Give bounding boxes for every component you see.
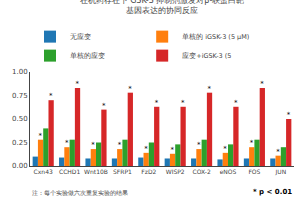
svg-text:*: *	[197, 141, 201, 149]
svg-text:COX-2: COX-2	[192, 168, 211, 175]
svg-text:*: *	[102, 102, 106, 110]
svg-text:*: *	[39, 132, 43, 140]
svg-text:*: *	[208, 85, 212, 93]
svg-text:*: *	[118, 141, 122, 149]
svg-text:SFRP1: SFRP1	[113, 168, 132, 175]
svg-text:1.00: 1.00	[12, 68, 28, 76]
svg-text:在机药存在下 GSK-3 抑制剂激发对β-联蛋白靶基因表达的: 在机药存在下 GSK-3 抑制剂激发对β-联蛋白靶基因表达的协同反应	[80, 0, 245, 15]
svg-text:*: *	[234, 99, 238, 107]
svg-text:Wnt10B: Wnt10B	[84, 168, 108, 175]
svg-text:*: *	[276, 148, 280, 156]
svg-text:CCHD1: CCHD1	[59, 168, 81, 175]
svg-text:单核的应变: 单核的应变	[70, 52, 105, 60]
svg-text:*: *	[49, 92, 53, 100]
svg-text:*: *	[155, 99, 159, 107]
svg-text:*: *	[128, 85, 132, 93]
svg-text:*: *	[144, 145, 148, 153]
svg-text:0.25: 0.25	[12, 139, 28, 147]
svg-text:*: *	[181, 99, 185, 107]
svg-text:eNOS: eNOS	[220, 168, 237, 175]
svg-text:JUN: JUN	[274, 168, 286, 176]
svg-text:*: *	[287, 111, 291, 119]
svg-text:0.75: 0.75	[12, 92, 28, 100]
svg-text:*: *	[91, 141, 95, 149]
svg-text:0.50: 0.50	[12, 115, 28, 123]
svg-text:FzD2: FzD2	[141, 168, 156, 175]
svg-text:*: *	[171, 146, 175, 154]
svg-text:Cxn43: Cxn43	[34, 168, 53, 175]
svg-text:*: *	[76, 80, 80, 88]
svg-text:无应变: 无应变	[70, 33, 91, 41]
svg-text:*: *	[250, 139, 254, 147]
svg-text:*: *	[260, 80, 264, 88]
svg-text:WISP2: WISP2	[166, 168, 185, 175]
svg-text:FOS: FOS	[248, 168, 260, 175]
svg-text:注：每个实验做六次重复实验的结果: 注：每个实验做六次重复实验的结果	[32, 189, 128, 196]
svg-text:* p < 0.01: * p < 0.01	[253, 188, 292, 196]
svg-text:0.00: 0.00	[12, 162, 28, 170]
svg-text:应变+iGSK-3 (5: 应变+iGSK-3 (5	[182, 52, 231, 60]
svg-text:单核的 iGSK-3 (5 μM): 单核的 iGSK-3 (5 μM)	[182, 33, 249, 41]
svg-text:*: *	[65, 139, 69, 147]
svg-text:*: *	[223, 145, 227, 153]
